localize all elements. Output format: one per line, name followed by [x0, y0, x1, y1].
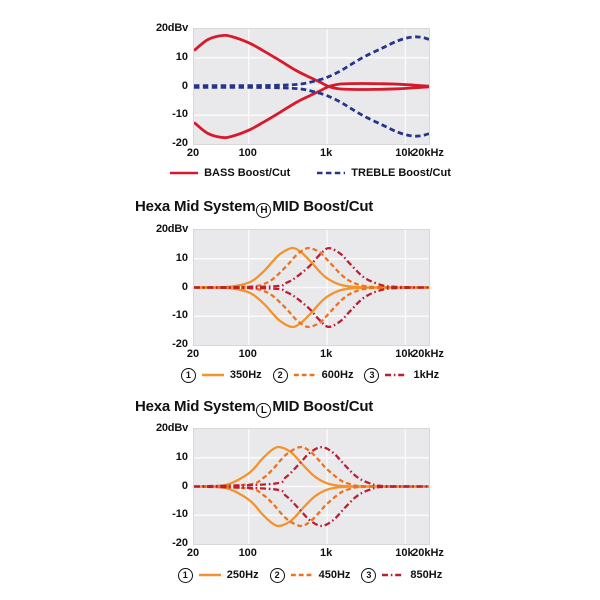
chart-legend: 1 250Hz 2 450Hz 3 850Hz: [160, 566, 460, 584]
curve-350hz-cut: [194, 286, 429, 329]
curve-1khz-boost: [194, 246, 429, 289]
chart-legend: BASS Boost/Cut TREBLE Boost/Cut: [160, 164, 460, 182]
legend-item: 2 600Hz: [272, 367, 354, 383]
curve-trebleboostcut-boost: [194, 35, 429, 88]
x-tick-label: 10k: [395, 547, 414, 559]
legend-item: 2 450Hz: [269, 567, 351, 583]
legend-line-swatch-icon: [385, 373, 408, 377]
y-tick-label: -10: [172, 508, 188, 521]
y-tick-label: -10: [172, 309, 188, 322]
y-tick-label: 10: [175, 251, 188, 264]
curve-600hz-cut: [194, 286, 429, 329]
legend-label: 250Hz: [226, 569, 259, 581]
legend-item: BASS Boost/Cut: [169, 167, 290, 179]
legend-circled-number-icon: 3: [364, 367, 380, 383]
chart-title-suffix: MID Boost/Cut: [272, 198, 374, 215]
legend-label: 350Hz: [229, 369, 262, 381]
x-tick-label: 20: [186, 547, 200, 559]
legend-line-swatch-icon: [293, 373, 316, 377]
legend-item: TREBLE Boost/Cut: [316, 167, 451, 179]
x-tick-label: 1k: [319, 348, 333, 360]
curve-250hz-cut: [194, 485, 429, 528]
curve-350hz-boost: [194, 246, 429, 289]
x-tick-label: 1k: [319, 147, 333, 159]
curve-450hz-boost: [194, 445, 429, 488]
y-tick-label: 0: [181, 79, 188, 92]
curve-450hz-cut: [194, 485, 429, 528]
curve-bassboostcut-boost: [194, 33, 429, 91]
curve-850hz-cut: [194, 485, 429, 528]
y-tick-label: -10: [172, 108, 188, 121]
legend-item: 3 850Hz: [361, 567, 443, 583]
curves-svg: [194, 230, 429, 345]
x-tick-label: 20kHz: [412, 348, 444, 360]
legend-line-swatch-icon: [317, 171, 346, 175]
x-tick-label: 20: [186, 147, 200, 159]
legend-line-swatch-icon: [170, 171, 199, 175]
legend-circled-number-icon: 1: [180, 367, 196, 383]
legend-label: TREBLE Boost/Cut: [351, 167, 451, 179]
legend-label: 850Hz: [410, 569, 443, 581]
chart-title: Hexa Mid System L MID Boost/Cut: [135, 398, 374, 418]
legend-line-swatch-icon: [201, 373, 224, 377]
legend-item: 1 250Hz: [177, 567, 259, 583]
legend-line-swatch-icon: [290, 573, 313, 577]
legend-label: 450Hz: [318, 569, 351, 581]
legend-label: BASS Boost/Cut: [204, 167, 291, 179]
legend-line-swatch-icon: [382, 573, 405, 577]
curve-trebleboostcut-cut: [194, 85, 429, 138]
legend-item: 1 350Hz: [180, 367, 262, 383]
plot-area: [193, 229, 430, 346]
legend-circled-number-icon: 2: [269, 567, 285, 583]
x-tick-label: 100: [238, 348, 257, 360]
y-axis-unit-label: 20dBv: [155, 223, 188, 235]
legend-circled-number-icon: 1: [177, 567, 193, 583]
legend-label: 1kHz: [413, 369, 440, 381]
x-tick-label: 100: [238, 547, 257, 559]
x-tick-label: 20kHz: [412, 147, 444, 159]
legend-line-swatch-icon: [198, 573, 221, 577]
legend-circled-number-icon: 2: [272, 367, 288, 383]
legend-circled-number-icon: 3: [361, 567, 377, 583]
x-tick-label: 10k: [395, 348, 414, 360]
x-tick-label: 20: [186, 348, 200, 360]
y-tick-label: -20: [172, 137, 188, 149]
plot-area: [193, 28, 430, 145]
x-tick-label: 10k: [395, 147, 414, 159]
plot-area: [193, 428, 430, 545]
curve-850hz-boost: [194, 445, 429, 488]
y-tick-label: 10: [175, 50, 188, 63]
curve-250hz-boost: [194, 445, 429, 488]
curve-bassboostcut-cut: [194, 82, 429, 140]
chart-legend: 1 350Hz 2 600Hz 3 1kHz: [160, 366, 460, 384]
y-tick-label: -20: [172, 338, 188, 350]
chart-title: Hexa Mid System H MID Boost/Cut: [135, 198, 374, 218]
y-axis-unit-label: 20dBv: [155, 422, 188, 434]
circled-h-symbol: H: [256, 203, 272, 218]
y-axis-unit-label: 20dBv: [155, 22, 188, 34]
x-tick-label: 100: [238, 147, 257, 159]
curve-600hz-boost: [194, 246, 429, 289]
legend-item: 3 1kHz: [364, 367, 440, 383]
curves-svg: [194, 29, 429, 144]
curve-1khz-cut: [194, 286, 429, 329]
circled-l-symbol: L: [256, 403, 272, 418]
chart-title-prefix: Hexa Mid System: [135, 198, 256, 215]
y-tick-label: -20: [172, 537, 188, 549]
x-tick-label: 20kHz: [412, 547, 444, 559]
legend-label: 600Hz: [321, 369, 354, 381]
x-tick-label: 1k: [319, 547, 333, 559]
y-tick-label: 0: [181, 280, 188, 293]
chart-title-prefix: Hexa Mid System: [135, 398, 256, 415]
y-tick-label: 0: [181, 479, 188, 492]
chart-title-suffix: MID Boost/Cut: [272, 398, 374, 415]
curves-svg: [194, 429, 429, 544]
y-tick-label: 10: [175, 450, 188, 463]
